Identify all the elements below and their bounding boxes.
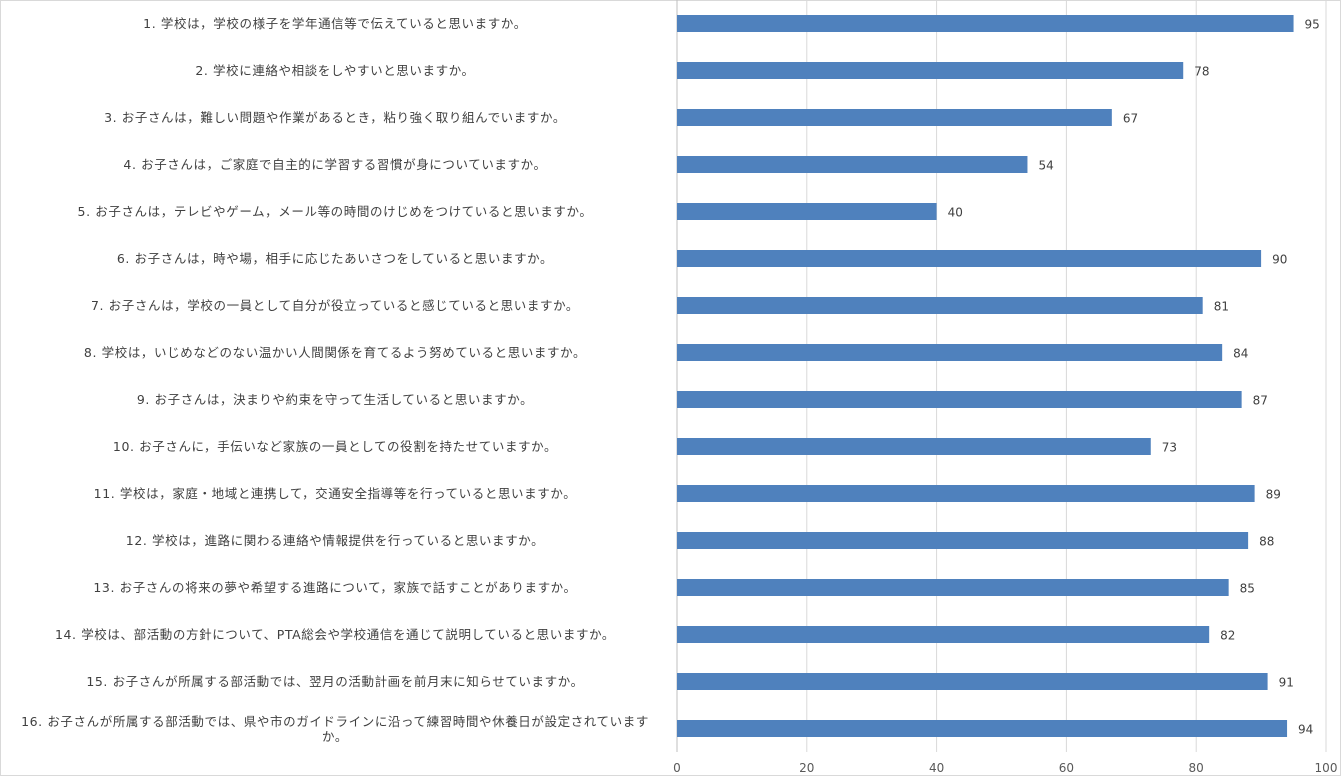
bar (677, 109, 1112, 126)
category-label: 9. お子さんは，決まりや約束を守って生活していると思いますか。 (136, 392, 534, 407)
x-tick-label: 100 (1315, 761, 1338, 775)
data-label: 85 (1240, 582, 1255, 596)
bar (677, 156, 1028, 173)
bar (677, 579, 1229, 596)
data-label: 90 (1272, 253, 1287, 267)
category-label: 4. お子さんは，ご家庭で自主的に学習する習慣が身についていますか。 (123, 157, 547, 172)
bar (677, 15, 1294, 32)
category-label: 1. 学校は，学校の様子を学年通信等で伝えていると思いますか。 (143, 16, 527, 31)
data-label: 81 (1214, 300, 1229, 314)
category-label: 15. お子さんが所属する部活動では、翌月の活動計画を前月末に知らせていますか。 (86, 674, 584, 689)
data-label: 73 (1162, 441, 1177, 455)
data-label: 54 (1038, 159, 1053, 173)
bar (677, 532, 1249, 549)
bar (677, 720, 1288, 737)
data-label: 89 (1266, 488, 1281, 502)
bar (677, 62, 1184, 79)
category-label: 11. 学校は，家庭・地域と連携して，交通安全指導等を行っていると思いますか。 (93, 486, 577, 501)
category-label: 5. お子さんは，テレビやゲーム，メール等の時間のけじめをつけていると思いますか… (77, 204, 593, 219)
category-label: 3. お子さんは，難しい問題や作業があるとき，粘り強く取り組んでいますか。 (104, 110, 566, 125)
bar (677, 203, 937, 220)
category-label: 7. お子さんは，学校の一員として自分が役立っていると感じていると思いますか。 (90, 298, 580, 313)
data-label: 87 (1253, 394, 1268, 408)
category-label: 14. 学校は、部活動の方針について、PTA総会や学校通信を通じて説明していると… (54, 627, 616, 642)
bar (677, 344, 1223, 361)
data-label: 95 (1305, 18, 1320, 32)
category-label: 8. 学校は，いじめなどのない温かい人間関係を育てるよう努めていると思いますか。 (83, 345, 587, 360)
data-label: 94 (1298, 723, 1313, 737)
data-label: 67 (1123, 112, 1138, 126)
bar (677, 250, 1262, 267)
category-label: 12. 学校は，進路に関わる連絡や情報提供を行っていると思いますか。 (125, 533, 545, 548)
data-label: 78 (1194, 65, 1209, 79)
bar (677, 297, 1203, 314)
category-label: 2. 学校に連絡や相談をしやすいと思いますか。 (195, 63, 475, 78)
bar (677, 391, 1242, 408)
category-label: 10. お子さんに，手伝いなど家族の一員としての役割を持たせていますか。 (112, 439, 558, 454)
category-label: 13. お子さんの将来の夢や希望する進路について，家族で話すことがありますか。 (93, 580, 577, 595)
data-label: 82 (1220, 629, 1235, 643)
x-tick-label: 20 (799, 761, 814, 775)
x-tick-label: 60 (1059, 761, 1074, 775)
bar (677, 438, 1151, 455)
category-label: 16. お子さんが所属する部活動では、県や市のガイドラインに沿って練習時間や休養… (21, 713, 649, 744)
data-label: 40 (948, 206, 963, 220)
bar (677, 626, 1210, 643)
x-tick-label: 0 (673, 761, 681, 775)
data-label: 91 (1279, 676, 1294, 690)
data-label: 88 (1259, 535, 1274, 549)
bar (677, 485, 1255, 502)
data-label: 84 (1233, 347, 1248, 361)
category-label: 6. お子さんは，時や場，相手に応じたあいさつをしていると思いますか。 (116, 251, 554, 266)
x-tick-label: 40 (929, 761, 944, 775)
bar (677, 673, 1268, 690)
x-tick-label: 80 (1189, 761, 1204, 775)
